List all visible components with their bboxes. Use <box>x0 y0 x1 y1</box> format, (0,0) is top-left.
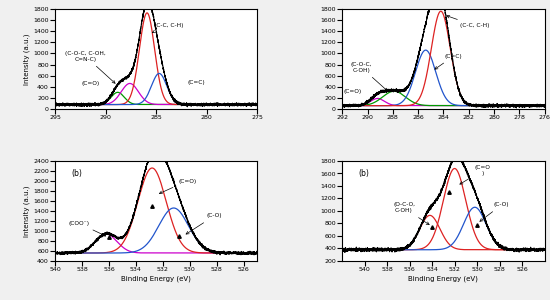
Y-axis label: Intensity (a.u.): Intensity (a.u.) <box>24 33 30 85</box>
Text: (C=C): (C=C) <box>435 54 463 69</box>
X-axis label: Binding Energy (eV): Binding Energy (eV) <box>121 275 191 281</box>
Text: (C-O-C,
C-OH): (C-O-C, C-OH) <box>350 62 388 91</box>
Text: (C-C, C-H): (C-C, C-H) <box>447 15 490 28</box>
Text: (C-C, C-H): (C-C, C-H) <box>152 23 183 33</box>
Text: (C-O): (C-O) <box>186 214 222 234</box>
Text: (COO⁻): (COO⁻) <box>69 221 106 236</box>
Text: (C-O-C, C-OH,
C=N-C): (C-O-C, C-OH, C=N-C) <box>65 51 115 83</box>
Y-axis label: Intensity (a.u.): Intensity (a.u.) <box>24 185 30 237</box>
Text: (C=O): (C=O) <box>160 178 196 194</box>
Text: (C=O
): (C=O ) <box>460 165 491 184</box>
X-axis label: Binding Energy (eV): Binding Energy (eV) <box>409 275 478 281</box>
Text: (b): (b) <box>71 169 82 178</box>
Text: (C-O): (C-O) <box>480 202 510 221</box>
Text: (O-C-O,
C-OH): (O-C-O, C-OH) <box>393 202 429 225</box>
Text: (C=O): (C=O) <box>343 89 361 94</box>
Text: (b): (b) <box>359 169 369 178</box>
Text: (C=C): (C=C) <box>188 80 206 85</box>
Text: (C=O): (C=O) <box>81 82 100 86</box>
